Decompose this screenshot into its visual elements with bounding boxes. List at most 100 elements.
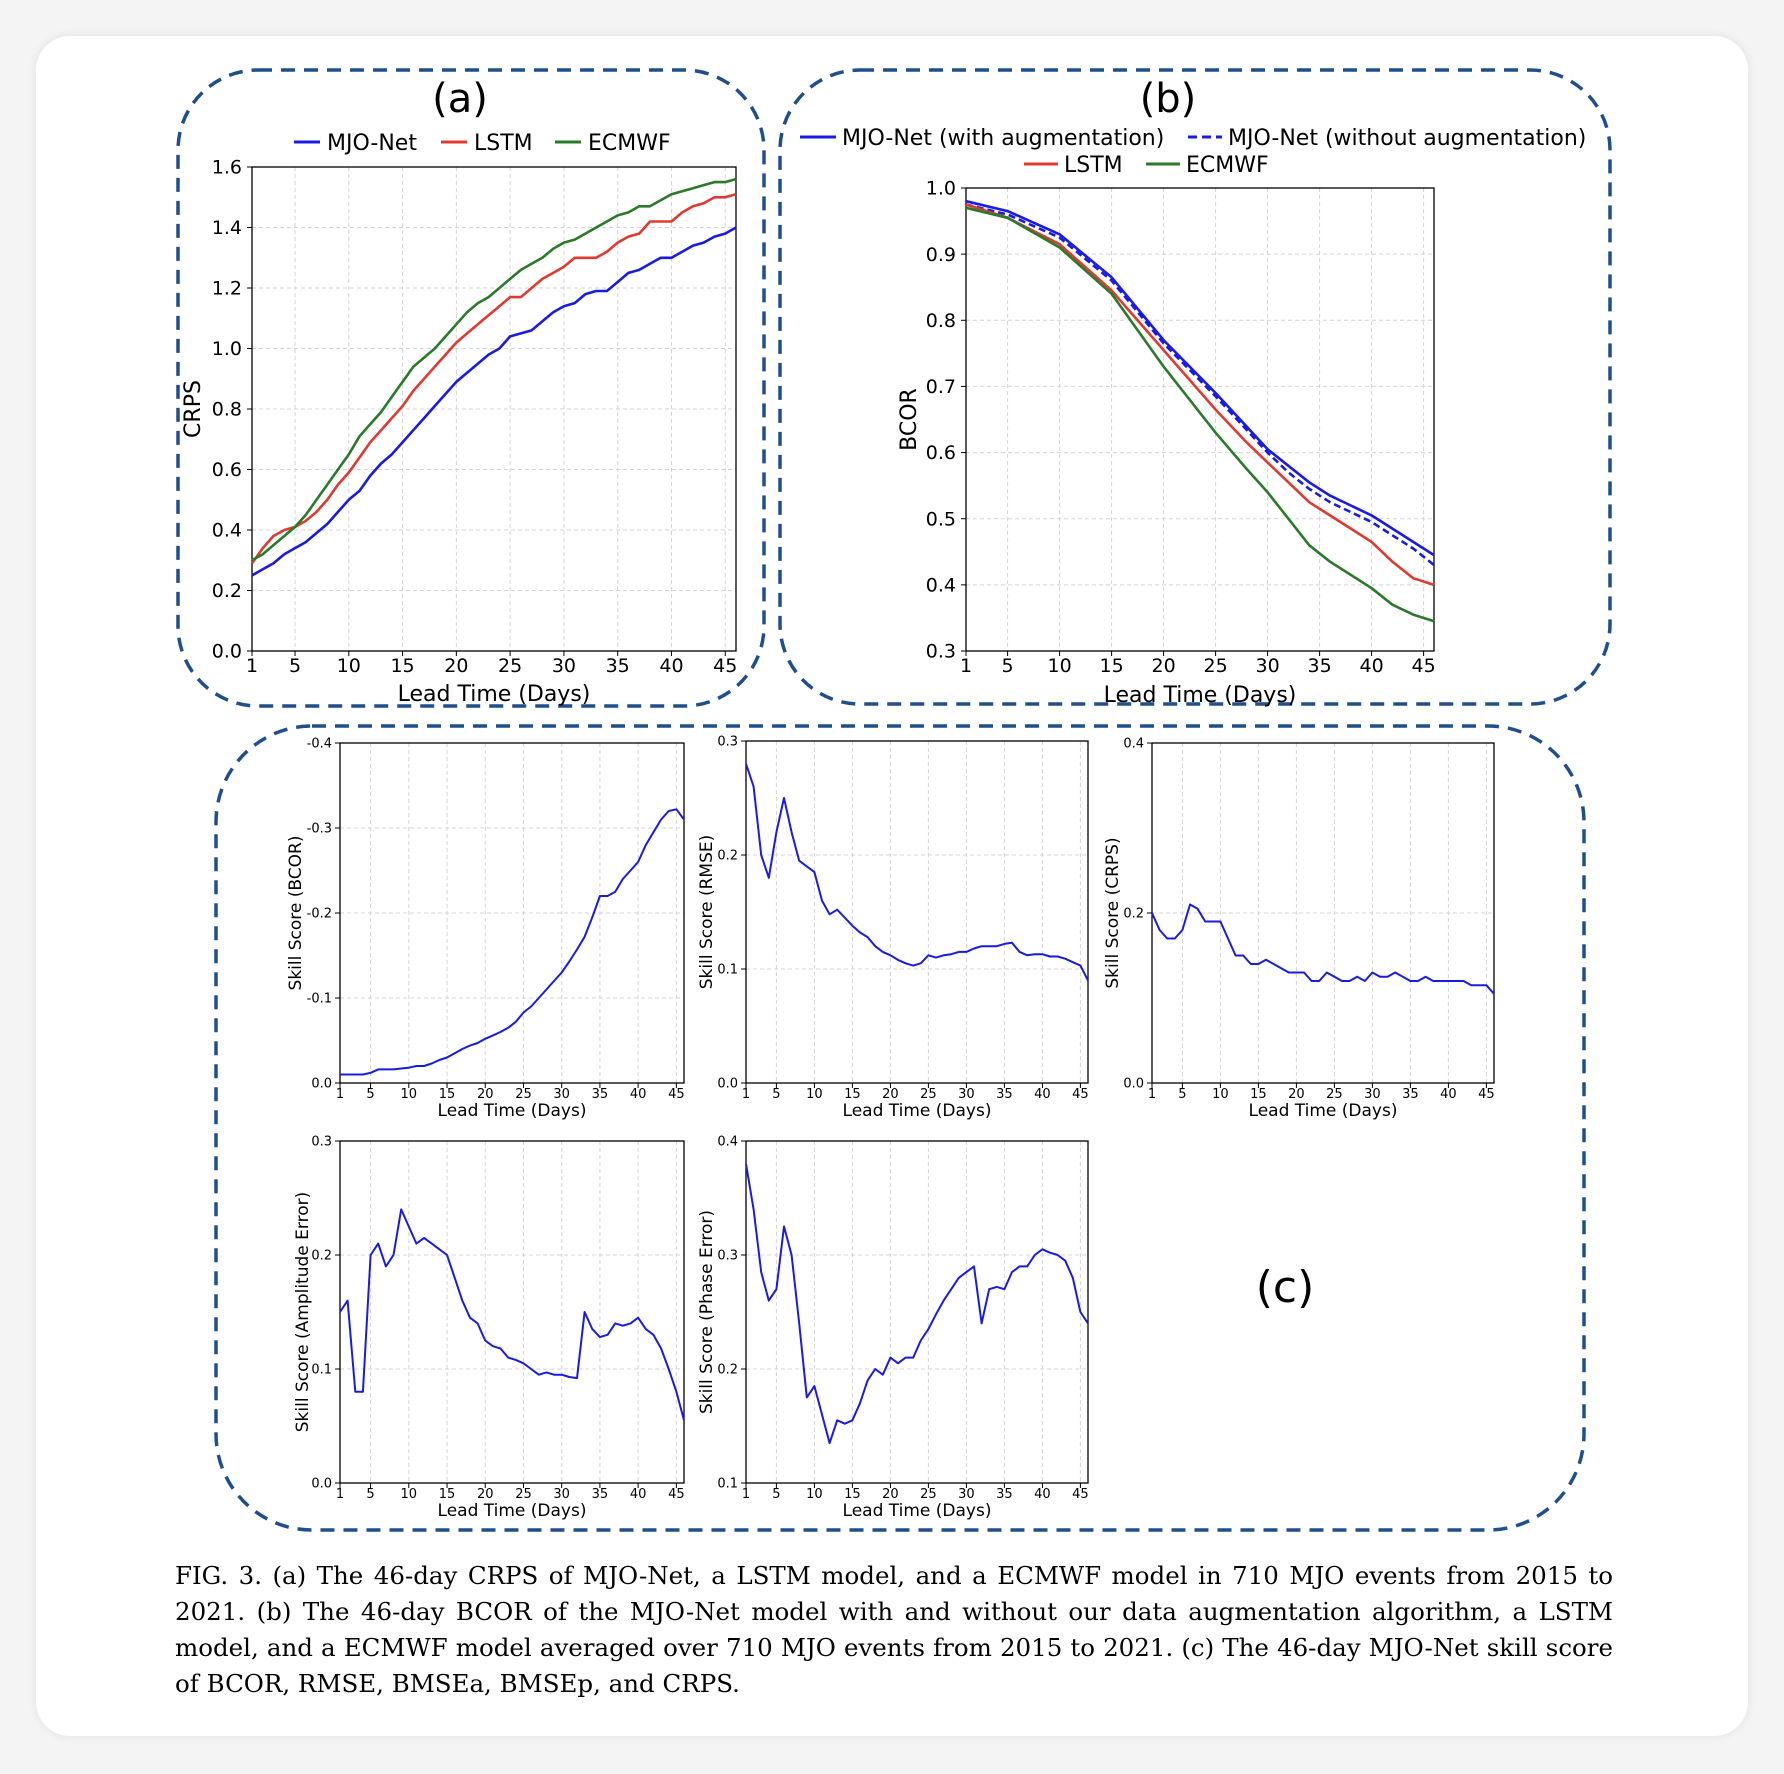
y-tick-label-a-2: 0.4	[212, 520, 242, 542]
series-line-a-2	[251, 177, 737, 562]
y-tick-label-a-5: 1.0	[212, 338, 242, 360]
y-tick-label-c2-1: 0.1	[717, 963, 738, 978]
series-line-b-3	[965, 206, 1435, 623]
y-tick-label-c4-2: 0.2	[311, 1249, 332, 1264]
x-tick-label-b-9: 45	[1412, 655, 1436, 677]
x-tick-label-b-6: 30	[1256, 655, 1280, 677]
x-tick-label-c2-5: 25	[920, 1087, 937, 1102]
x-tick-label-c5-9: 45	[1072, 1487, 1089, 1502]
y-tick-label-c2-2: 0.2	[717, 849, 738, 864]
legend-a: MJO-Net LSTM ECMWF	[294, 131, 671, 156]
y-tick-label-b-1: 0.4	[926, 575, 956, 597]
legend-a-lstm-label: LSTM	[474, 131, 533, 156]
y-tick-label-c5-2: 0.3	[717, 1249, 738, 1264]
legend-a-ecmwf-label: ECMWF	[588, 131, 671, 156]
x-tick-label-c4-6: 30	[553, 1487, 570, 1502]
y-tick-label-c5-0: 0.1	[717, 1477, 738, 1492]
x-tick-label-c5-1: 5	[772, 1487, 780, 1502]
x-tick-label-c3-9: 45	[1478, 1087, 1495, 1102]
x-tick-label-c2-1: 5	[772, 1087, 780, 1102]
x-tick-label-c5-7: 35	[996, 1487, 1013, 1502]
caption-fig-number: FIG. 3.	[175, 1561, 263, 1590]
y-tick-label-c3-0: 0.0	[1123, 1077, 1144, 1092]
panel-b-frame	[778, 68, 1612, 706]
x-tick-label-c5-2: 10	[806, 1487, 823, 1502]
x-tick-label-b-3: 15	[1100, 655, 1124, 677]
y-tick-label-c4-3: 0.3	[311, 1135, 332, 1150]
x-tick-label-c5-6: 30	[958, 1487, 975, 1502]
x-tick-label-b-4: 20	[1152, 655, 1176, 677]
x-tick-label-a-4: 20	[444, 655, 468, 677]
y-tick-label-c1-3: -0.3	[307, 822, 332, 837]
x-tick-label-c3-6: 30	[1364, 1087, 1381, 1102]
series-line-b-1	[965, 203, 1435, 567]
x-tick-label-c1-4: 20	[477, 1087, 494, 1102]
x-tick-label-c5-5: 25	[920, 1487, 937, 1502]
x-tick-label-c3-3: 15	[1250, 1087, 1267, 1102]
series-line-c1-0	[340, 808, 685, 1076]
panel-a-label: (a)	[432, 76, 488, 122]
x-tick-label-c2-9: 45	[1072, 1087, 1089, 1102]
chart-b-bcor: 1 5 10 15 20 25 30 35 40 450.30.40.50.60.70.80.91…	[897, 178, 1436, 708]
y-tick-label-a-1: 0.2	[212, 580, 242, 602]
x-tick-label-c4-8: 40	[630, 1487, 647, 1502]
x-tick-label-c2-6: 30	[958, 1087, 975, 1102]
x-tick-label-a-5: 25	[498, 655, 522, 677]
x-tick-label-a-8: 40	[659, 655, 683, 677]
y-axis-label-c4: Skill Score (Amplitude Error)	[293, 1192, 313, 1432]
x-tick-label-c4-0: 1	[336, 1487, 344, 1502]
series-line-b-0	[965, 199, 1435, 557]
y-axis-label-c5: Skill Score (Phase Error)	[697, 1210, 717, 1414]
x-tick-label-c4-2: 10	[401, 1487, 418, 1502]
panel-a-frame	[176, 68, 766, 708]
x-tick-label-c2-0: 1	[742, 1087, 750, 1102]
x-axis-label-a: Lead Time (Days)	[398, 682, 591, 707]
y-tick-label-a-0: 0.0	[212, 641, 242, 663]
x-tick-label-c3-2: 10	[1212, 1087, 1229, 1102]
x-tick-label-a-9: 45	[713, 655, 737, 677]
legend-b-mjo-net-aug-label: MJO-Net (with augmentation)	[842, 126, 1164, 151]
y-axis-label-c2: Skill Score (RMSE)	[697, 835, 717, 990]
plot-frame-c5	[745, 1140, 1089, 1484]
x-tick-label-c5-3: 15	[844, 1487, 861, 1502]
figure-card	[36, 36, 1748, 1736]
x-axis-label-c5: Lead Time (Days)	[843, 1501, 992, 1521]
x-axis-label-b: Lead Time (Days)	[1104, 683, 1297, 708]
y-axis-label-c1: Skill Score (BCOR)	[286, 836, 306, 991]
y-tick-label-c1-0: 0.0	[311, 1077, 332, 1092]
chart-c-skill-bcor: 1 5 10 15 20 25 30 35 40 450.0-0.1-0.2-0.3-0.4Lea…	[286, 737, 685, 1121]
x-tick-label-b-2: 10	[1048, 655, 1072, 677]
x-tick-label-c4-9: 45	[668, 1487, 685, 1502]
x-tick-label-c1-5: 25	[515, 1087, 532, 1102]
series-line-c4-0	[339, 1208, 685, 1421]
x-tick-label-c3-7: 35	[1402, 1087, 1419, 1102]
x-tick-label-c1-8: 40	[630, 1087, 647, 1102]
y-tick-label-b-2: 0.5	[926, 508, 956, 530]
x-tick-label-c3-4: 20	[1288, 1087, 1305, 1102]
x-tick-label-c1-3: 15	[439, 1087, 456, 1102]
plot-frame-c4	[339, 1140, 685, 1484]
x-tick-label-c3-1: 5	[1178, 1087, 1186, 1102]
x-tick-label-c5-4: 20	[882, 1487, 899, 1502]
panel-c-frame	[214, 724, 1586, 1532]
x-tick-label-b-1: 5	[1002, 655, 1014, 677]
y-tick-label-b-7: 1.0	[926, 178, 956, 200]
x-tick-label-c4-3: 15	[439, 1487, 456, 1502]
figure-caption: FIG. 3. (a) The 46-day CRPS of MJO-Net, …	[175, 1558, 1613, 1702]
x-tick-label-c4-4: 20	[477, 1487, 494, 1502]
x-tick-label-c1-7: 35	[592, 1087, 609, 1102]
series-line-a-0	[251, 226, 737, 577]
x-tick-label-c5-0: 1	[742, 1487, 750, 1502]
x-tick-label-a-2: 10	[337, 655, 361, 677]
x-tick-label-c3-0: 1	[1148, 1087, 1156, 1102]
x-tick-label-b-5: 25	[1204, 655, 1228, 677]
x-tick-label-c1-9: 45	[668, 1087, 685, 1102]
x-axis-label-c1: Lead Time (Days)	[438, 1101, 587, 1121]
series-line-a-1	[250, 192, 737, 565]
y-tick-label-c5-1: 0.2	[717, 1363, 738, 1378]
legend-a-mjo-net-label: MJO-Net	[327, 131, 417, 156]
x-tick-label-c2-3: 15	[844, 1087, 861, 1102]
